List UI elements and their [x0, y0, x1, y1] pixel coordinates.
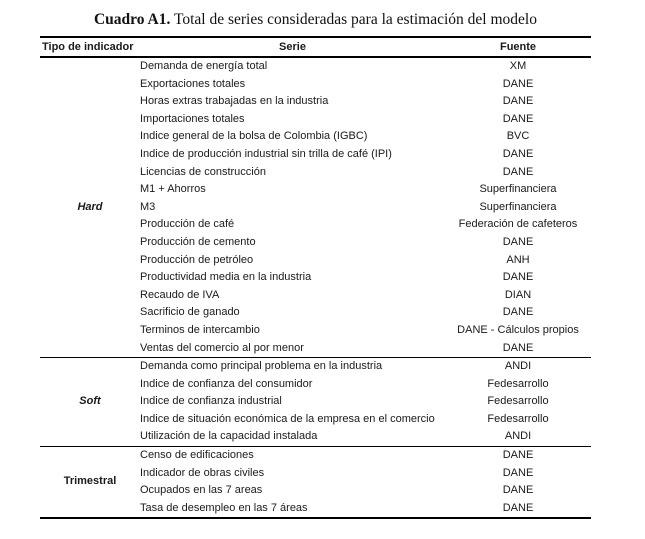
table-row: Ventas del comercio al por menor DANE	[40, 340, 591, 358]
fuente-cell: DANE - Cálculos propios	[457, 323, 579, 336]
table-block: Cuadro A1. Total de series consideradas …	[40, 0, 591, 520]
serie-cell: M1 + Ahorros	[140, 183, 206, 196]
table-row: Indice de situación económica de la empr…	[40, 411, 591, 429]
serie-cell: Ocupados en las 7 areas	[140, 484, 263, 497]
serie-cell: Producción de café	[140, 218, 235, 231]
serie-cell: Tasa de desempleo en las 7 áreas	[140, 501, 308, 514]
serie-cell: Producción de cemento	[140, 235, 256, 248]
fuente-cell: Superfinanciera	[479, 183, 557, 196]
fuente-cell: DANE	[502, 147, 534, 160]
fuente-cell: DANE	[502, 501, 534, 514]
fuente-cell: DANE	[502, 77, 534, 90]
serie-cell: Indicador de obras civiles	[140, 466, 265, 479]
serie-cell: Indice de producción industrial sin tril…	[140, 147, 392, 160]
table-row: Producción de petróleo ANH	[40, 252, 591, 270]
serie-cell: Indice de confianza del consumidor	[140, 377, 313, 390]
indicator-type-label: Soft	[40, 357, 140, 447]
serie-cell: M3	[140, 200, 156, 213]
fuente-cell: Fedesarrollo	[487, 395, 549, 408]
fuente-cell: DIAN	[504, 288, 532, 301]
serie-cell: Terminos de intercambio	[140, 323, 260, 336]
header-row: Tipo de indicador Serie Fuente	[40, 37, 591, 57]
table-row: Indicador de obras civiles DANE	[40, 465, 591, 483]
serie-cell: Ventas del comercio al por menor	[140, 341, 304, 354]
serie-cell: Horas extras trabajadas en la industria	[140, 95, 329, 108]
fuente-cell: Superfinanciera	[479, 200, 557, 213]
fuente-cell: XM	[509, 60, 527, 72]
serie-cell: Producción de petróleo	[140, 253, 254, 266]
serie-cell: Recaudo de IVA	[140, 288, 220, 301]
table-title-number: Cuadro A1.	[93, 11, 171, 28]
table-row: Terminos de intercambio DANE - Cálculos p…	[40, 322, 591, 340]
table-row: Indice de confianza del consumidor Fedesa…	[40, 376, 591, 394]
serie-cell: Indice de situación económica de la empr…	[140, 412, 435, 425]
fuente-cell: DANE	[502, 271, 534, 284]
table-row: M1 + Ahorros Superfinanciera	[40, 181, 591, 199]
fuente-cell: DANE	[502, 95, 534, 108]
table-row: Indice de producción industrial sin tril…	[40, 146, 591, 164]
table-row: Horas extras trabajadas en la industria D…	[40, 93, 591, 111]
serie-cell: Censo de edificaciones	[140, 446, 445, 465]
group-trimestral: Trimestral Censo de edificaciones DANE Indi…	[40, 446, 591, 519]
fuente-cell: DANE	[502, 466, 534, 479]
group-hard: Hard Demanda de energía total XM Exportacio…	[40, 57, 591, 358]
serie-cell: Indice de confianza industrial	[140, 395, 282, 408]
table-row: Ocupados en las 7 areas DANE	[40, 482, 591, 500]
fuente-cell: ANDI	[445, 357, 591, 376]
serie-cell: Sacrificio de ganado	[140, 306, 240, 319]
table-row: Hard Demanda de energía total XM	[40, 57, 591, 213]
table-row: Producción de cemento DANE	[40, 234, 591, 252]
table-row: Soft Demanda como principal problema en l…	[40, 357, 591, 447]
table-row: Producción de café Federación de cafetero…	[40, 216, 591, 234]
group-soft: Soft Demanda como principal problema en l…	[40, 357, 591, 447]
fuente-cell: DANE	[502, 306, 534, 319]
table-title: Cuadro A1. Total de series consideradas …	[40, 0, 591, 30]
series-table: Tipo de indicador Serie Fuente Hard Deman…	[40, 36, 591, 520]
fuente-cell: ANH	[506, 253, 530, 266]
fuente-cell: Fedesarrollo	[487, 377, 549, 390]
serie-cell: Productividad media en la industria	[140, 271, 312, 284]
fuente-cell: DANE	[502, 235, 534, 248]
serie-cell: Indice general de la bolsa de Colombia (…	[140, 130, 368, 143]
table-row: M3 Superfinanciera	[40, 199, 591, 217]
table-row: Trimestral Censo de edificaciones DANE	[40, 446, 591, 519]
table-title-text: Total de series consideradas para la est…	[170, 11, 537, 28]
fuente-cell: ANDI	[504, 430, 532, 443]
table-row: Licencias de construcción DANE	[40, 164, 591, 182]
table-row: Sacrificio de ganado DANE	[40, 304, 591, 322]
fuente-cell: DANE	[445, 446, 591, 465]
serie-cell: Demanda de energía total	[140, 60, 268, 72]
table-row: Indice general de la bolsa de Colombia (…	[40, 128, 591, 146]
indicator-type-label: Hard	[77, 200, 103, 213]
table-row: Indice de confianza industrial Fedesarrol…	[40, 393, 591, 411]
header-tipo-de-indicador: Tipo de indicador	[42, 41, 134, 53]
fuente-cell: DANE	[502, 165, 534, 178]
serie-cell: Licencias de construcción	[140, 165, 266, 178]
table-row: Importaciones totales DANE	[40, 111, 591, 129]
fuente-cell: DANE	[502, 112, 534, 125]
fuente-cell: Fedesarrollo	[487, 412, 549, 425]
serie-cell: Utilización de la capacidad instalada	[140, 430, 318, 443]
fuente-cell: DANE	[502, 484, 534, 497]
table-row: Productividad media en la industria DANE	[40, 269, 591, 287]
fuente-cell: DANE	[502, 341, 534, 354]
serie-cell: Importaciones totales	[140, 112, 245, 125]
indicator-type-label: Trimestral	[40, 446, 140, 519]
table-header: Tipo de indicador Serie Fuente	[40, 37, 591, 57]
fuente-cell: Federación de cafeteros	[458, 218, 578, 231]
table-row: Recaudo de IVA DIAN	[40, 287, 591, 305]
serie-cell: Exportaciones totales	[140, 77, 246, 90]
table-row: Exportaciones totales DANE	[40, 76, 591, 94]
table-row: Tasa de desempleo en las 7 áreas DANE	[40, 500, 591, 519]
header-fuente: Fuente	[499, 41, 537, 53]
header-serie: Serie	[279, 41, 306, 53]
fuente-cell: BVC	[506, 130, 530, 143]
table-row: Utilización de la capacidad instalada AND…	[40, 428, 591, 446]
serie-cell: Demanda como principal problema en la in…	[140, 357, 445, 376]
